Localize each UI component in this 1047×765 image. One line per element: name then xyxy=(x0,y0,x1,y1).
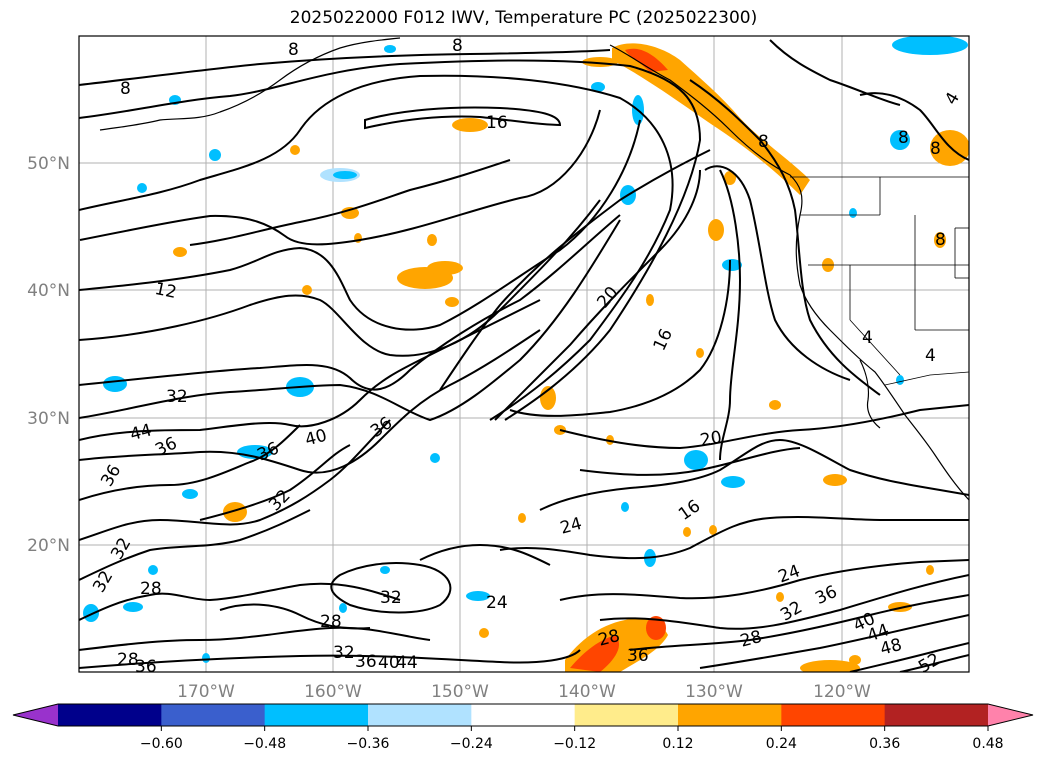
gridlines xyxy=(79,36,969,672)
contour-label: 36 xyxy=(135,657,157,677)
iwv-contours xyxy=(79,39,969,672)
colorbar-tick-label: −0.24 xyxy=(450,736,493,752)
colorbar-extend-min xyxy=(13,704,58,726)
colorbar-swatch xyxy=(58,704,162,726)
colorbar-extend-max xyxy=(988,704,1033,726)
colorbar-swatch xyxy=(574,704,679,726)
contour-label: 20 xyxy=(699,427,724,450)
colorbar-swatch xyxy=(264,704,369,726)
contour-label: 8 xyxy=(898,128,909,148)
coastlines xyxy=(99,37,969,501)
lon-label: 170°W xyxy=(177,682,235,702)
colorbar-swatch xyxy=(781,704,886,726)
colorbar-tick-label: −0.12 xyxy=(553,736,596,752)
lon-label: 140°W xyxy=(558,682,616,702)
colorbar-swatch xyxy=(368,704,472,726)
colorbar-swatch xyxy=(471,704,576,726)
lat-label: 20°N xyxy=(27,536,70,556)
map-border xyxy=(78,35,970,673)
contour-label: 8 xyxy=(288,40,299,60)
contour-label: 12 xyxy=(153,279,178,303)
map-panel xyxy=(79,36,969,672)
lon-label: 120°W xyxy=(813,682,871,702)
colorbar-tick-label: −0.48 xyxy=(243,736,286,752)
colorbar-outline xyxy=(12,703,1034,727)
contour-label: 4 xyxy=(925,346,936,366)
contour-label: 8 xyxy=(452,36,463,56)
contour-label: 8 xyxy=(758,132,769,152)
colorbar-swatch xyxy=(884,704,989,726)
anomaly-fill-negative xyxy=(83,36,968,663)
state-borders xyxy=(790,176,969,386)
lon-label: 130°W xyxy=(685,682,743,702)
colorbar-tick-label: −0.36 xyxy=(347,736,390,752)
colorbar-tick-label: 0.24 xyxy=(766,736,797,752)
colorbar-tick-label: −0.60 xyxy=(140,736,183,752)
map-title: 2025022000 F012 IWV, Temperature PC (202… xyxy=(289,8,758,28)
contour-label: 8 xyxy=(120,79,131,99)
contour-label: 44 xyxy=(396,653,418,673)
lon-label: 160°W xyxy=(304,682,362,702)
contour-label: 32 xyxy=(380,588,402,608)
contour-label: 24 xyxy=(486,593,508,613)
colorbar-tick-label: 0.12 xyxy=(662,736,693,752)
contour-label: 8 xyxy=(935,230,946,250)
lon-label: 150°W xyxy=(431,682,489,702)
lat-label: 40°N xyxy=(27,281,70,301)
contour-label: 28 xyxy=(117,650,139,670)
contour-label: 8 xyxy=(930,139,941,159)
contour-label: 36 xyxy=(627,646,649,666)
contour-label: 32 xyxy=(166,387,188,407)
colorbar-tick-label: 0.48 xyxy=(972,736,1003,752)
contour-label: 28 xyxy=(320,612,342,632)
contour-label: 36 xyxy=(355,652,377,672)
contour-label: 40 xyxy=(378,653,400,673)
colorbar-swatch xyxy=(161,704,266,726)
contour-label: 28 xyxy=(140,579,162,599)
colorbar: −0.60 −0.48 −0.36 −0.24 −0.12 0.12 0.24 0.36 0.4… xyxy=(12,703,1034,752)
contour-label: 32 xyxy=(333,643,355,663)
latitude-labels: 50°N 40°N 30°N 20°N xyxy=(27,154,70,556)
colorbar-tick-label: 0.36 xyxy=(869,736,900,752)
longitude-labels: 170°W 160°W 150°W 140°W 130°W 120°W xyxy=(177,682,871,702)
colorbar-swatch xyxy=(678,704,782,726)
lat-label: 30°N xyxy=(27,409,70,429)
lat-label: 50°N xyxy=(27,154,70,174)
contour-label: 4 xyxy=(862,328,873,348)
contour-label: 16 xyxy=(486,113,508,133)
